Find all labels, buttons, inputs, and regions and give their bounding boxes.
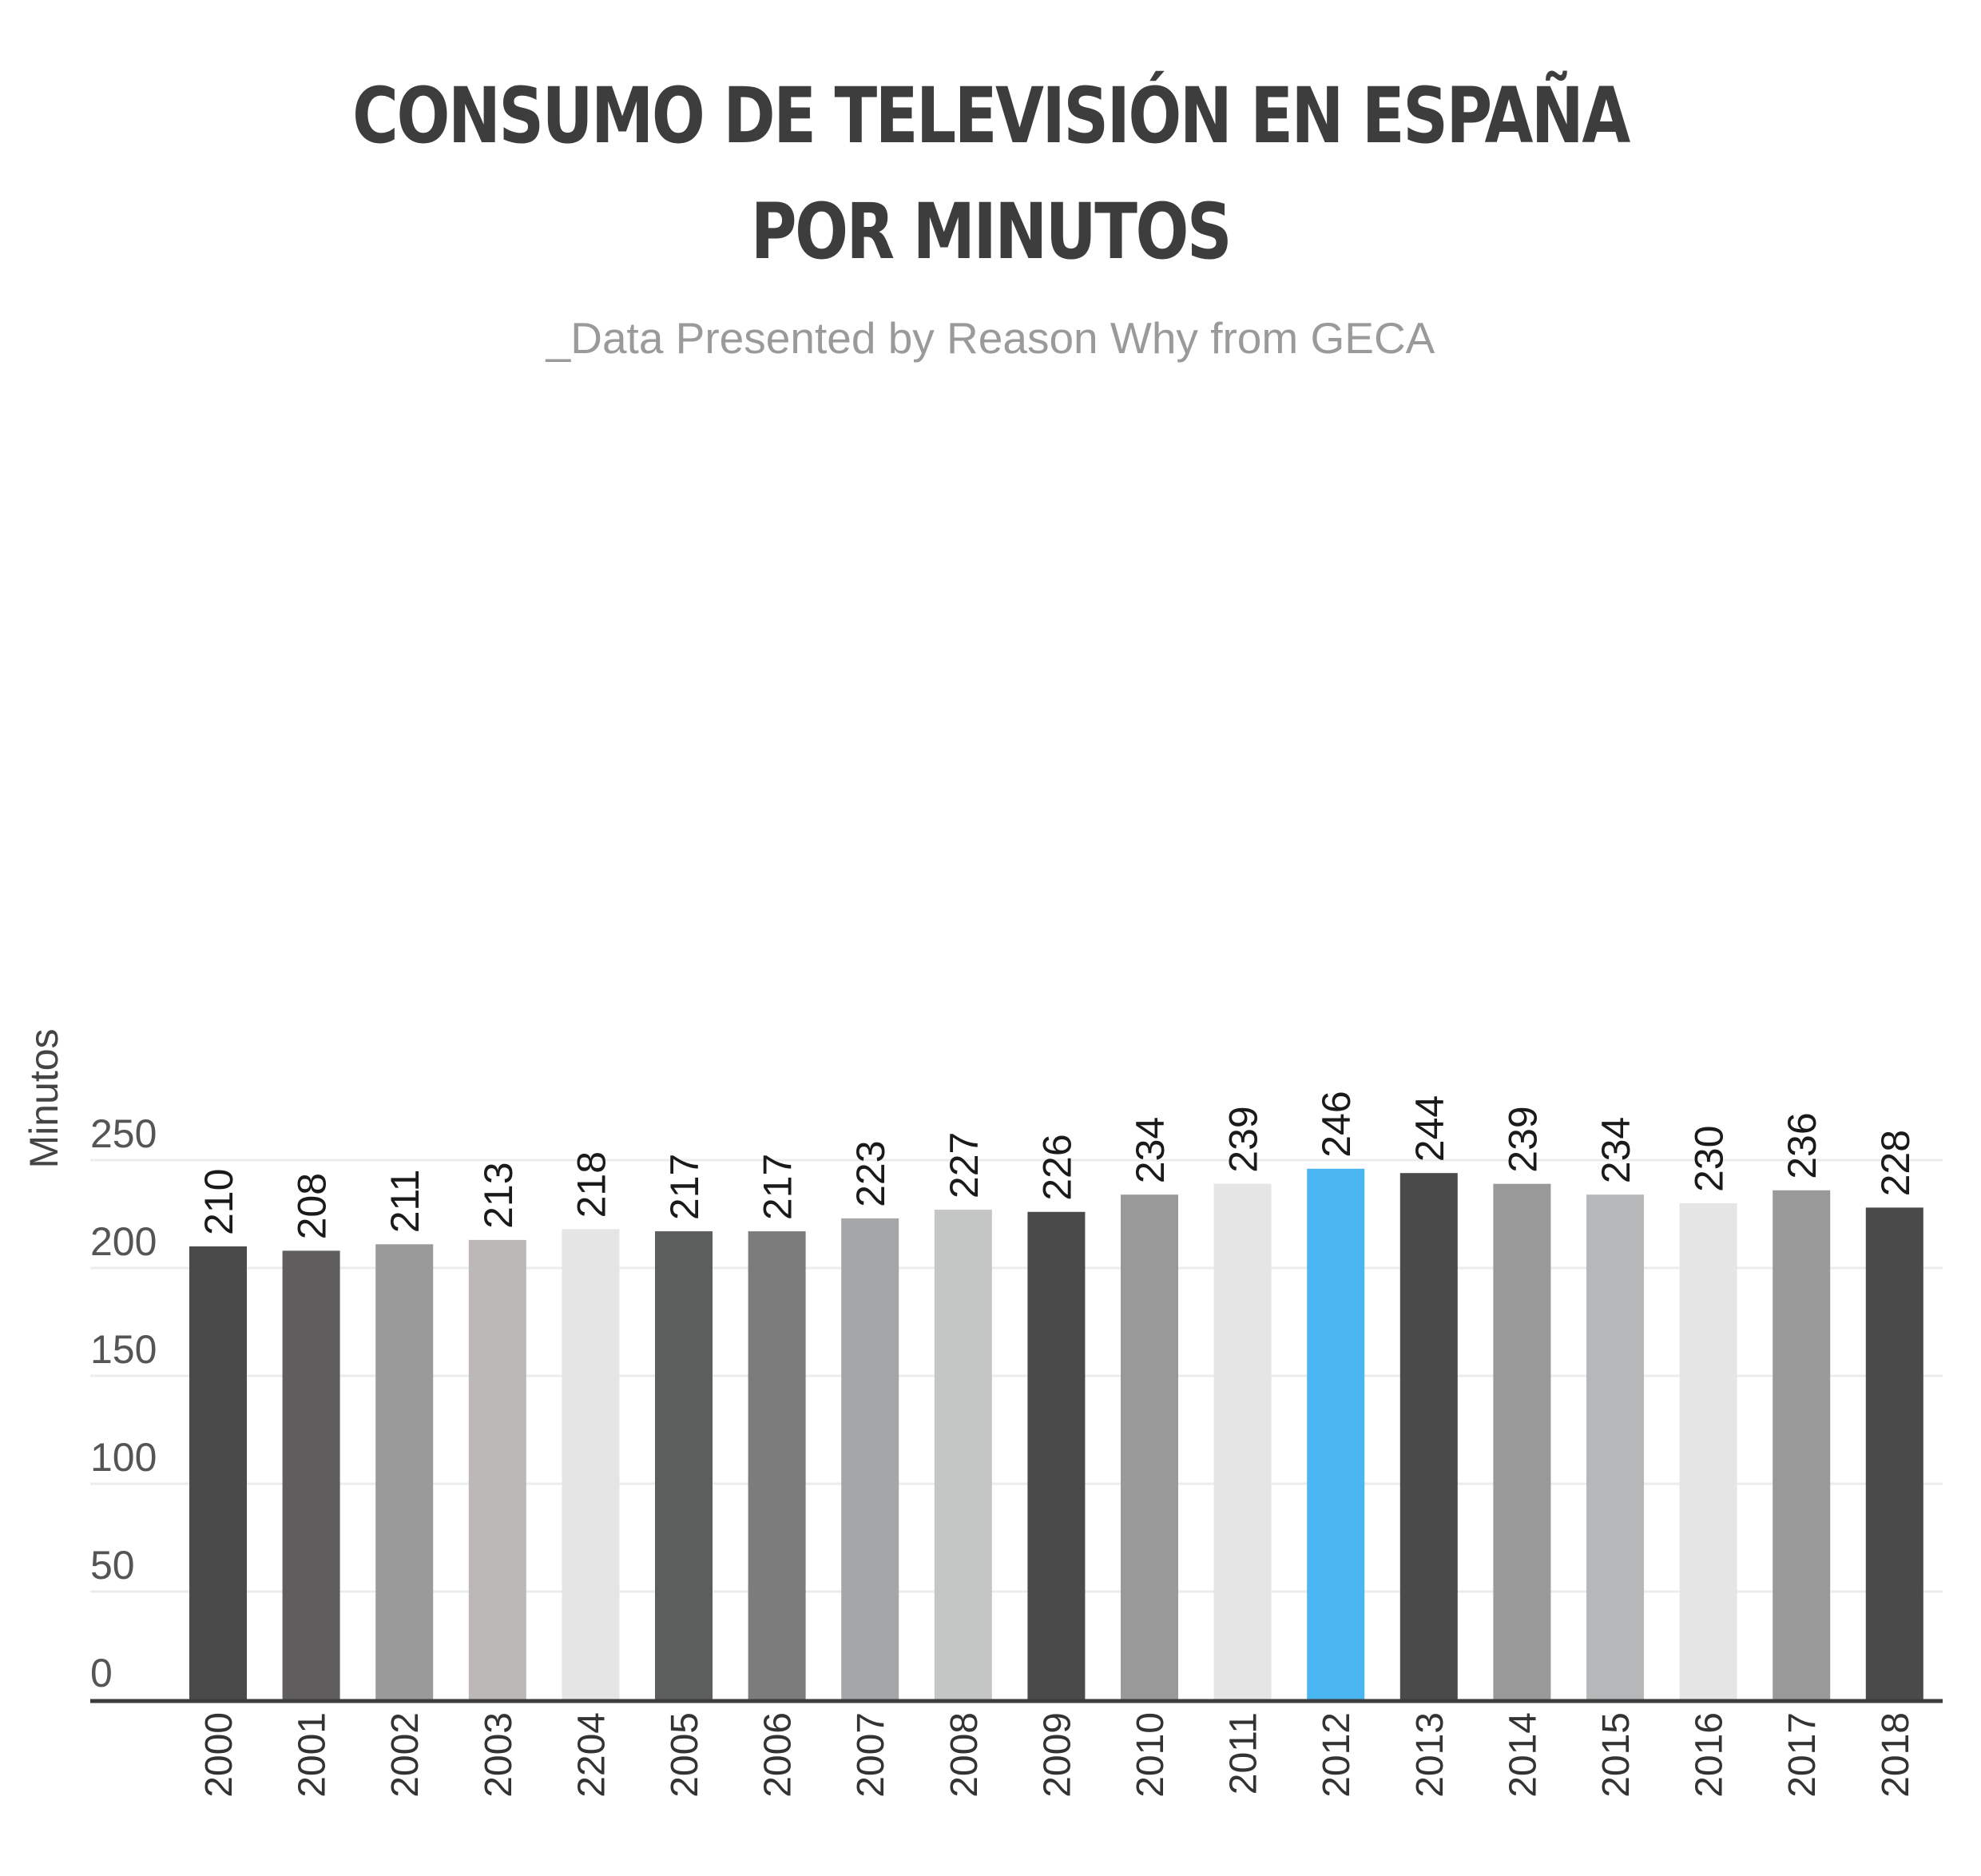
x-tick-label: 2009 bbox=[1036, 1712, 1078, 1798]
x-tick-label: 2007 bbox=[850, 1712, 892, 1798]
value-label: 236 bbox=[1780, 1112, 1824, 1178]
x-axis-labels: 2000 2001 2002 2003 2204 2005 2006 2007 2008 2009… bbox=[198, 1712, 1917, 1798]
value-label: 211 bbox=[383, 1170, 427, 1234]
chart-subtitle: _Data Presented by Reason Why from GECA bbox=[546, 313, 1435, 363]
x-tick-label: 2010 bbox=[1129, 1712, 1172, 1798]
value-label: 223 bbox=[848, 1140, 893, 1206]
value-labels: 210 208 211 213 218 217 217 223 227 226 234 239 246 2… bbox=[197, 1091, 1918, 1239]
value-label: 208 bbox=[290, 1173, 335, 1239]
x-tick-label: 2006 bbox=[757, 1712, 800, 1798]
x-tick-label: 2015 bbox=[1595, 1712, 1638, 1798]
value-label: 244 bbox=[1407, 1095, 1452, 1162]
bar-2006 bbox=[748, 1231, 806, 1699]
y-tick-label: 250 bbox=[90, 1111, 157, 1156]
bar-2017 bbox=[1773, 1190, 1831, 1699]
x-tick-label: 2018 bbox=[1875, 1712, 1917, 1798]
bar-2011 bbox=[1213, 1183, 1272, 1699]
y-tick-label: 100 bbox=[90, 1435, 157, 1480]
value-label: 213 bbox=[476, 1162, 521, 1228]
bar-2003 bbox=[468, 1239, 526, 1699]
bar-2000 bbox=[189, 1246, 247, 1699]
bar-2014 bbox=[1493, 1183, 1551, 1699]
x-tick-label: 2002 bbox=[384, 1712, 427, 1798]
bar-2016 bbox=[1679, 1203, 1737, 1699]
y-tick-label: 150 bbox=[90, 1327, 157, 1372]
value-label: 228 bbox=[1873, 1130, 1918, 1196]
y-tick-label: 50 bbox=[90, 1543, 135, 1588]
value-label: 217 bbox=[756, 1154, 800, 1220]
x-tick-label: 2014 bbox=[1502, 1712, 1544, 1798]
bar-2008 bbox=[934, 1210, 992, 1699]
bars bbox=[189, 1168, 1923, 1699]
y-axis-ticks: 0 50 100 150 200 250 bbox=[90, 1111, 157, 1695]
value-label: 239 bbox=[1221, 1106, 1266, 1172]
bar-2007 bbox=[841, 1218, 899, 1699]
chart-title-line-2: POR MINUTOS bbox=[750, 187, 1233, 276]
value-label: 226 bbox=[1034, 1134, 1079, 1200]
bar-2010 bbox=[1121, 1194, 1178, 1699]
x-tick-label: 2011 bbox=[1223, 1712, 1265, 1795]
value-label: 217 bbox=[662, 1154, 707, 1220]
value-label: 210 bbox=[197, 1169, 241, 1235]
value-label: 230 bbox=[1687, 1126, 1732, 1192]
value-label: 234 bbox=[1594, 1117, 1638, 1183]
value-label: 239 bbox=[1500, 1106, 1545, 1172]
bar-2018 bbox=[1865, 1207, 1923, 1699]
value-label: 218 bbox=[569, 1151, 613, 1218]
bar-2001 bbox=[282, 1250, 340, 1699]
y-tick-label: 0 bbox=[90, 1651, 113, 1695]
bar-2015 bbox=[1586, 1194, 1644, 1699]
y-tick-label: 200 bbox=[90, 1219, 157, 1264]
x-tick-label: 2012 bbox=[1316, 1712, 1358, 1798]
x-tick-label: 2003 bbox=[478, 1712, 520, 1798]
bar-2005 bbox=[655, 1231, 713, 1699]
bar-2204 bbox=[562, 1229, 620, 1699]
x-tick-label: 2204 bbox=[570, 1712, 613, 1798]
value-label: 246 bbox=[1314, 1091, 1359, 1157]
x-tick-label: 2000 bbox=[198, 1712, 240, 1798]
chart-title-line-1: CONSUMO DE TELEVISIÓN EN ESPAÑA bbox=[352, 71, 1630, 161]
x-tick-label: 2017 bbox=[1781, 1712, 1824, 1798]
bar-2012 bbox=[1307, 1168, 1365, 1699]
value-label: 227 bbox=[942, 1132, 987, 1198]
x-tick-label: 2016 bbox=[1689, 1712, 1731, 1798]
bar-2013 bbox=[1399, 1173, 1458, 1699]
gridlines bbox=[90, 1159, 1943, 1593]
x-tick-label: 2008 bbox=[943, 1712, 986, 1798]
x-tick-label: 2005 bbox=[664, 1712, 706, 1798]
x-tick-label: 2001 bbox=[292, 1712, 334, 1798]
bar-2002 bbox=[375, 1244, 434, 1699]
bar-2009 bbox=[1027, 1211, 1086, 1699]
value-label: 234 bbox=[1128, 1117, 1173, 1183]
x-tick-label: 2013 bbox=[1409, 1712, 1451, 1798]
y-axis-title: Minutos bbox=[22, 1028, 66, 1168]
